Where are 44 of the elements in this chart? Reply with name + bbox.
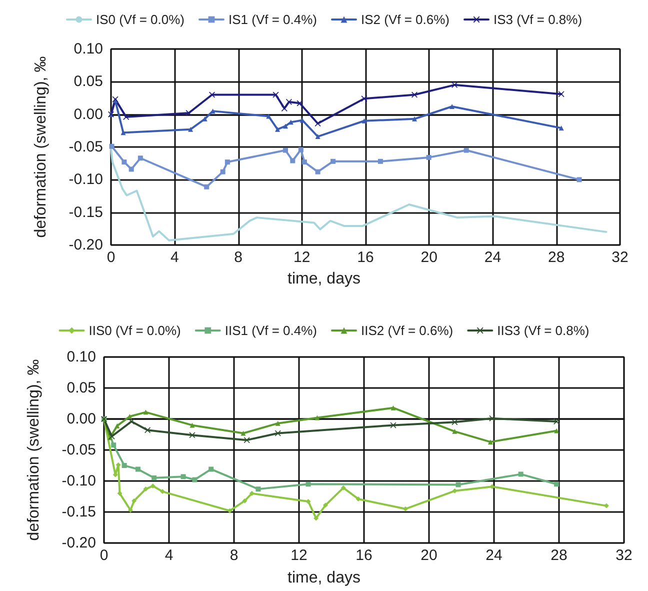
x-tick-label: 8	[234, 249, 242, 266]
x-axis-title: time, days	[288, 270, 360, 288]
x-tick-label: 12	[290, 547, 308, 564]
x-tick-label: 20	[420, 547, 438, 564]
x-tick-label: 32	[616, 547, 632, 564]
x-tick-label: 20	[420, 249, 438, 266]
y-tick-label: 0.10	[74, 40, 103, 58]
y-tick-label: -0.10	[68, 171, 103, 188]
legend-label: IS1 (Vf = 0.4%)	[228, 12, 318, 27]
y-tick-label: -0.15	[68, 204, 103, 221]
legend-label: IIS0 (Vf = 0.0%)	[88, 323, 181, 338]
y-axis-title: deformation (swelling), ‰	[32, 56, 50, 238]
y-axis-title: deformation (swelling), ‰	[26, 359, 42, 541]
x-tick-label: 24	[486, 547, 502, 564]
legend-label: IS3 (Vf = 0.8%)	[494, 12, 582, 27]
x-tick-label: 4	[170, 249, 179, 266]
x-tick-label: 0	[100, 547, 108, 564]
x-tick-label: 28	[548, 249, 565, 266]
x-tick-label: 28	[550, 547, 568, 564]
y-tick-label: -0.05	[62, 442, 96, 458]
y-tick-label: -0.15	[62, 504, 96, 520]
y-tick-label: 0.00	[66, 410, 96, 428]
x-tick-label: 4	[164, 547, 174, 564]
legend-label: IIS1 (Vf = 0.4%)	[224, 323, 317, 338]
y-tick-label: 0.05	[66, 380, 96, 396]
x-tick-label: 12	[294, 249, 310, 266]
legend-label: IS2 (Vf = 0.6%)	[361, 12, 450, 27]
x-tick-label: 0	[106, 249, 116, 266]
y-tick-label: -0.05	[68, 138, 103, 156]
y-tick-label: -0.20	[68, 236, 103, 254]
legend-label: IIS2 (Vf = 0.6%)	[361, 323, 454, 338]
y-tick-label: 0.10	[66, 348, 96, 366]
legend-label: IS0 (Vf = 0.0%)	[96, 12, 184, 27]
x-tick-label: 16	[357, 249, 374, 266]
x-tick-label: 8	[230, 547, 238, 564]
y-tick-label: 0.00	[74, 106, 103, 123]
x-tick-label: 16	[356, 547, 372, 564]
legend-label: IIS3 (Vf = 0.8%)	[497, 323, 590, 338]
x-tick-label: 32	[612, 249, 628, 266]
x-tick-label: 24	[484, 249, 502, 266]
x-axis-title: time, days	[288, 570, 360, 586]
y-tick-label: 0.05	[74, 73, 103, 90]
y-tick-label: -0.20	[62, 534, 96, 552]
y-tick-label: -0.10	[62, 472, 96, 490]
